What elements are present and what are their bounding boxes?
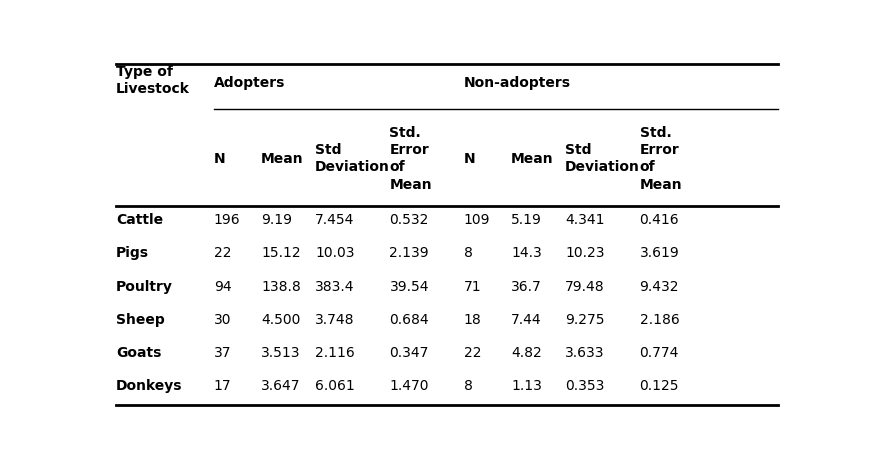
Text: 0.125: 0.125	[639, 378, 679, 392]
Text: 39.54: 39.54	[390, 279, 429, 293]
Text: 30: 30	[214, 312, 231, 326]
Text: Std.
Error
of
Mean: Std. Error of Mean	[639, 125, 682, 191]
Text: 2.139: 2.139	[390, 246, 429, 260]
Text: 1.13: 1.13	[511, 378, 542, 392]
Text: 36.7: 36.7	[511, 279, 542, 293]
Text: 4.500: 4.500	[261, 312, 301, 326]
Text: 22: 22	[464, 345, 481, 359]
Text: Mean: Mean	[261, 152, 303, 165]
Text: 8: 8	[464, 246, 473, 260]
Text: Sheep: Sheep	[116, 312, 165, 326]
Text: 14.3: 14.3	[511, 246, 542, 260]
Text: 3.633: 3.633	[565, 345, 604, 359]
Text: 79.48: 79.48	[565, 279, 605, 293]
Text: N: N	[214, 152, 225, 165]
Text: Poultry: Poultry	[116, 279, 173, 293]
Text: Std
Deviation: Std Deviation	[315, 143, 390, 174]
Text: Pigs: Pigs	[116, 246, 149, 260]
Text: 2.116: 2.116	[315, 345, 355, 359]
Text: 109: 109	[464, 213, 490, 227]
Text: Mean: Mean	[511, 152, 554, 165]
Text: 0.684: 0.684	[390, 312, 429, 326]
Text: Non-adopters: Non-adopters	[464, 76, 571, 90]
Text: 196: 196	[214, 213, 241, 227]
Text: 7.454: 7.454	[315, 213, 355, 227]
Text: 9.432: 9.432	[639, 279, 679, 293]
Text: 17: 17	[214, 378, 231, 392]
Text: Donkeys: Donkeys	[116, 378, 182, 392]
Text: 383.4: 383.4	[315, 279, 355, 293]
Text: 94: 94	[214, 279, 231, 293]
Text: 4.341: 4.341	[565, 213, 604, 227]
Text: 18: 18	[464, 312, 481, 326]
Text: 37: 37	[214, 345, 231, 359]
Text: 3.619: 3.619	[639, 246, 679, 260]
Text: 3.513: 3.513	[261, 345, 301, 359]
Text: 0.347: 0.347	[390, 345, 429, 359]
Text: 9.19: 9.19	[261, 213, 292, 227]
Text: Type of
Livestock: Type of Livestock	[116, 65, 189, 96]
Text: 0.774: 0.774	[639, 345, 679, 359]
Text: 2.186: 2.186	[639, 312, 679, 326]
Text: 8: 8	[464, 378, 473, 392]
Text: 138.8: 138.8	[261, 279, 301, 293]
Text: 10.23: 10.23	[565, 246, 604, 260]
Text: 3.748: 3.748	[315, 312, 355, 326]
Text: 7.44: 7.44	[511, 312, 542, 326]
Text: Adopters: Adopters	[214, 76, 285, 90]
Text: 0.353: 0.353	[565, 378, 604, 392]
Text: Goats: Goats	[116, 345, 161, 359]
Text: Std.
Error
of
Mean: Std. Error of Mean	[390, 125, 433, 191]
Text: 9.275: 9.275	[565, 312, 604, 326]
Text: 0.532: 0.532	[390, 213, 429, 227]
Text: 10.03: 10.03	[315, 246, 355, 260]
Text: 6.061: 6.061	[315, 378, 355, 392]
Text: 4.82: 4.82	[511, 345, 542, 359]
Text: 1.470: 1.470	[390, 378, 429, 392]
Text: 15.12: 15.12	[261, 246, 301, 260]
Text: Std
Deviation: Std Deviation	[565, 143, 640, 174]
Text: 0.416: 0.416	[639, 213, 679, 227]
Text: N: N	[464, 152, 475, 165]
Text: 22: 22	[214, 246, 231, 260]
Text: 71: 71	[464, 279, 481, 293]
Text: Cattle: Cattle	[116, 213, 163, 227]
Text: 3.647: 3.647	[261, 378, 301, 392]
Text: 5.19: 5.19	[511, 213, 542, 227]
